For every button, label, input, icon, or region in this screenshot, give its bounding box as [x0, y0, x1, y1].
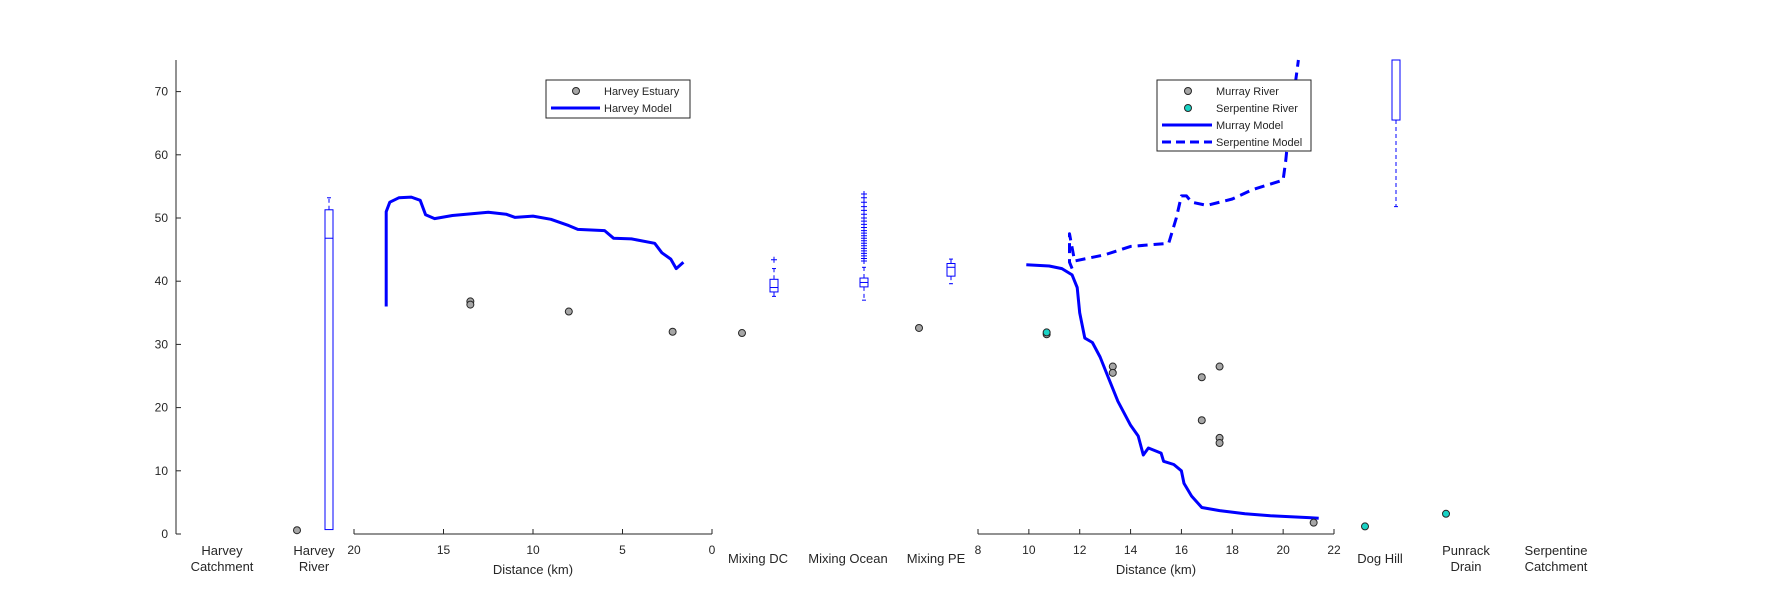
- label-mixing-dc: Mixing DC: [728, 551, 788, 566]
- murray-river-point: [1197, 416, 1206, 425]
- label-dog-hill: Dog Hill: [1357, 551, 1403, 566]
- legend-serpentine-model-label: Serpentine Model: [1216, 137, 1302, 149]
- left-x-tick-label: 15: [437, 543, 451, 557]
- harvey-model-line: [384, 195, 685, 307]
- harvey-river-point: [293, 526, 301, 535]
- right-x-tick-label: 20: [1276, 543, 1290, 557]
- murray-river-point: [1108, 368, 1117, 377]
- y-tick-label: 50: [155, 211, 169, 225]
- y-tick-label: 70: [155, 85, 169, 99]
- punrack-drain-point: [1442, 509, 1450, 518]
- harvey-estuary-point: [668, 327, 677, 336]
- left-x-tick-label: 10: [526, 543, 540, 557]
- right-x-tick-label: 14: [1124, 543, 1138, 557]
- harvey-river-box: [324, 209, 334, 531]
- mixing-dc-point: [738, 329, 746, 338]
- left-x-axis: 20 15 10 5 0 Distance (km): [347, 529, 716, 577]
- right-x-tick-label: 10: [1022, 543, 1036, 557]
- mixing-pe-box: [946, 263, 956, 277]
- murray-river-point: [1309, 518, 1318, 527]
- y-tick-label: 60: [155, 148, 169, 162]
- category-labels: Harvey Catchment Harvey River Mixing DC Mi…: [191, 543, 1588, 574]
- murray-river-point: [1215, 362, 1224, 371]
- left-x-tick-label: 0: [709, 543, 716, 557]
- label-mixing-pe: Mixing PE: [907, 551, 966, 566]
- punrack-drain-box: [1391, 59, 1401, 121]
- mixing-ocean-outlier: [861, 190, 867, 197]
- label-harvey-river: Harvey River: [293, 543, 335, 574]
- dog-hill-point: [1361, 522, 1369, 531]
- right-x-axis-label: Distance (km): [1116, 562, 1196, 577]
- right-x-tick-label: 8: [975, 543, 982, 557]
- legend-murray-model-label: Murray Model: [1216, 120, 1283, 132]
- label-serpentine-catchment: Serpentine Catchment: [1525, 543, 1588, 574]
- right-x-axis: 8 10 12 14 16 18 20 22 Distance (km): [975, 529, 1341, 577]
- y-tick-label: 0: [161, 527, 168, 541]
- mixing-dc-box: [769, 278, 779, 293]
- y-tick-label: 20: [155, 401, 169, 415]
- murray-river-point: [1215, 438, 1224, 447]
- legend-right: Murray River Serpentine River Murray Mod…: [1156, 79, 1312, 152]
- label-mixing-ocean: Mixing Ocean: [808, 551, 887, 566]
- legend-left: Harvey Estuary Harvey Model: [545, 79, 691, 119]
- right-x-tick-label: 16: [1175, 543, 1189, 557]
- legend-harvey-estuary-label: Harvey Estuary: [604, 86, 680, 98]
- label-punrack-drain: Punrack Drain: [1442, 543, 1490, 574]
- right-x-tick-label: 18: [1226, 543, 1240, 557]
- legend-murray-river-label: Murray River: [1216, 86, 1279, 98]
- legend-harvey-model-label: Harvey Model: [604, 103, 672, 115]
- harvey-estuary-point: [466, 300, 475, 309]
- right-x-tick-label: 12: [1073, 543, 1087, 557]
- legend-serpentine-river-marker: [1184, 104, 1192, 112]
- mixing-pe-point: [915, 323, 923, 332]
- harvey-estuary-point: [564, 307, 573, 316]
- legend-serpentine-river-label: Serpentine River: [1216, 103, 1298, 115]
- y-tick-label: 10: [155, 464, 169, 478]
- y-axis: 0 10 20 30 40 50 60 70: [155, 60, 181, 541]
- y-tick-label: 40: [155, 274, 169, 288]
- y-tick-label: 30: [155, 337, 169, 351]
- mixing-dc-outlier: [771, 256, 777, 263]
- murray-river-point: [1197, 373, 1206, 382]
- legend-harvey-estuary-marker: [572, 87, 580, 95]
- left-x-axis-label: Distance (km): [493, 562, 573, 577]
- right-x-tick-label: 22: [1327, 543, 1341, 557]
- serpentine-river-point: [1042, 328, 1051, 337]
- label-harvey-catchment: Harvey Catchment: [191, 543, 254, 574]
- murray-model-line: [1026, 263, 1319, 520]
- legend-murray-river-marker: [1184, 87, 1192, 95]
- left-x-tick-label: 20: [347, 543, 361, 557]
- left-x-tick-label: 5: [619, 543, 626, 557]
